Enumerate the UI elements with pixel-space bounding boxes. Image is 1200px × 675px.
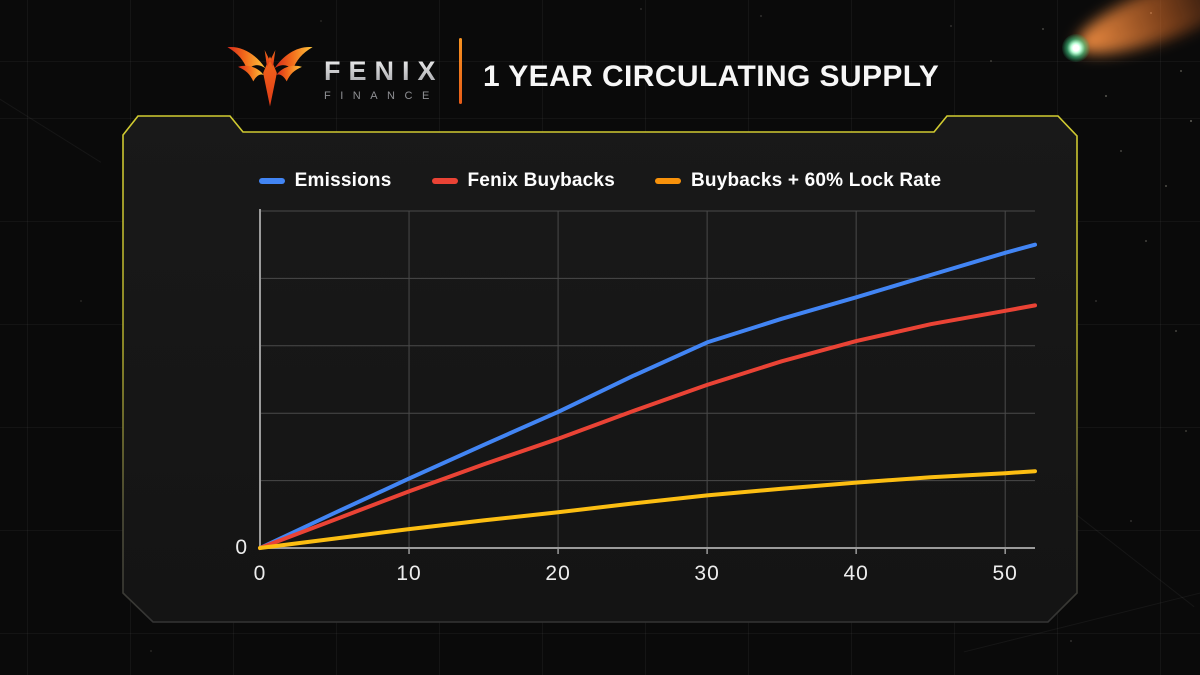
chart-svg: 0 10 20 30 40 50 0	[235, 209, 1037, 585]
y-tick-label: 0	[235, 536, 247, 559]
star-dot	[950, 25, 952, 27]
x-tick-label: 10	[396, 562, 421, 585]
legend-dash-icon	[431, 178, 458, 184]
star-dot	[1070, 640, 1072, 642]
legend-item-emissions: Emissions	[258, 170, 392, 192]
star-dot	[1095, 300, 1097, 302]
legend-label: Emissions	[294, 170, 392, 191]
star-dot	[1190, 120, 1192, 122]
x-tick-label: 30	[694, 562, 719, 585]
series-line-buybacks-60-lock-rate	[258, 469, 1037, 550]
star-dot	[1165, 185, 1167, 187]
comet-icon	[1062, 34, 1090, 62]
legend-item-buybacks-lock-rate: Buybacks + 60% Lock Rate	[654, 170, 942, 192]
star-dot	[640, 8, 642, 10]
star-dot	[1105, 95, 1107, 97]
x-tick-label: 20	[545, 562, 570, 585]
supply-line-chart: 0 10 20 30 40 50 0	[226, 203, 1086, 605]
chart-legend: Emissions Fenix Buybacks Buybacks + 60% …	[123, 170, 1077, 192]
brand-name: FENIX	[324, 56, 444, 86]
star-dot	[80, 300, 82, 302]
legend-dash-icon	[258, 178, 285, 184]
star-dot	[1145, 240, 1147, 242]
star-dot	[990, 60, 992, 62]
legend-dash-icon	[654, 178, 681, 184]
series-line-fenix-buybacks	[258, 303, 1037, 550]
brand-wordmark: FENIX FINANCE	[324, 56, 444, 102]
star-dot	[1042, 28, 1044, 30]
star-dot	[1180, 70, 1182, 72]
page-title: 1 YEAR CIRCULATING SUPPLY	[483, 60, 940, 93]
x-tick-label: 40	[843, 562, 868, 585]
fenix-phoenix-logo-icon	[227, 46, 313, 107]
star-dot	[150, 650, 152, 652]
header: FENIX FINANCE 1 YEAR CIRCULATING SUPPLY	[0, 0, 1200, 112]
header-divider	[459, 38, 462, 104]
legend-item-fenix-buybacks: Fenix Buybacks	[431, 170, 615, 192]
star-dot	[1130, 520, 1132, 522]
star-dot	[1025, 160, 1027, 162]
star-dot	[760, 15, 762, 17]
x-tick-label: 0	[254, 562, 267, 585]
star-dot	[320, 20, 322, 22]
legend-label: Buybacks + 60% Lock Rate	[690, 170, 942, 191]
star-dot	[1185, 430, 1187, 432]
brand-subtitle: FINANCE	[324, 90, 439, 102]
star-dot	[1175, 330, 1177, 332]
x-tick-label: 50	[993, 562, 1018, 585]
series-line-emissions	[258, 242, 1037, 550]
star-dot	[1120, 150, 1122, 152]
legend-label: Fenix Buybacks	[467, 170, 615, 191]
